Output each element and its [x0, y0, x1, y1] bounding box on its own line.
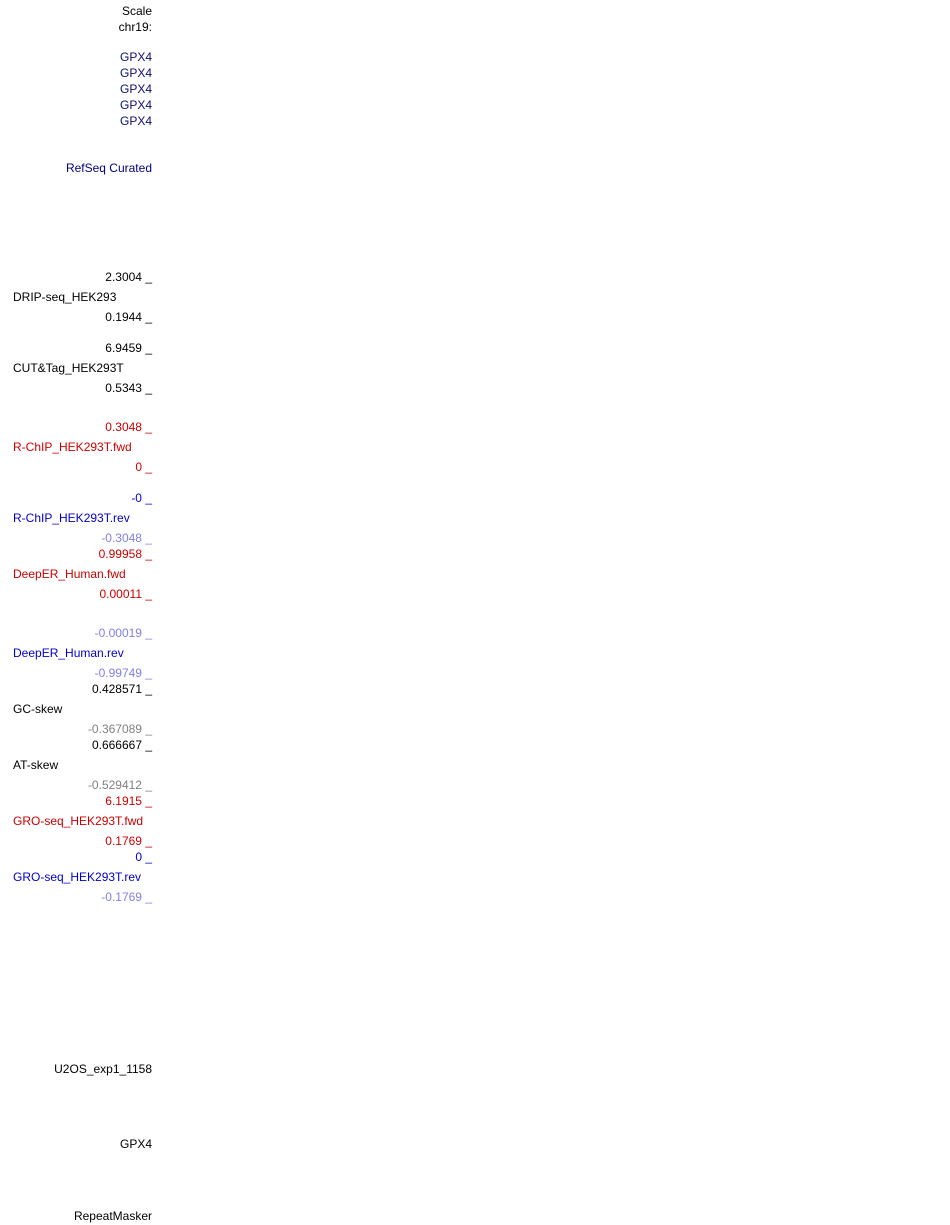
chromosome-label: chr19: — [118, 20, 152, 34]
rchip-rev-track-label[interactable]: R-ChIP_HEK293T.rev — [13, 511, 130, 525]
gro-rev-track-label[interactable]: GRO-seq_HEK293T.rev — [13, 870, 142, 884]
gene-track-label[interactable]: GPX4 — [119, 1137, 152, 1151]
gro-fwd-min: 0.1769 _ — [105, 834, 152, 848]
gro-rev-max: 0 _ — [135, 850, 152, 864]
cut-tag-track-label[interactable]: CUT&Tag_HEK293T — [13, 361, 124, 375]
gro-rev-min: -0.1769 _ — [101, 890, 152, 904]
deeper-fwd-min: 0.00011 _ — [99, 587, 153, 601]
deeper-rev-min: -0.99749 _ — [94, 666, 152, 680]
gene-label[interactable]: GPX4 — [119, 114, 152, 128]
u2os-track-label[interactable]: U2OS_exp1_1158 — [54, 1062, 152, 1076]
gro-fwd-track-label[interactable]: GRO-seq_HEK293T.fwd — [13, 814, 144, 828]
drip-seq-min: 0.1944 _ — [105, 310, 152, 324]
gene-label[interactable]: GPX4 — [119, 82, 152, 96]
cut-tag-min: 0.5343 _ — [105, 381, 152, 395]
gro-fwd-max: 6.1915 _ — [105, 794, 152, 808]
refseq-track-label[interactable]: RefSeq Curated — [65, 161, 152, 175]
rchip-rev-min: -0.3048 _ — [101, 531, 152, 545]
gene-label[interactable]: GPX4 — [119, 50, 152, 64]
repeatmasker-track-label[interactable]: RepeatMasker — [73, 1209, 152, 1223]
rchip-fwd-max: 0.3048 _ — [105, 420, 152, 434]
drip-seq-track-label[interactable]: DRIP-seq_HEK293 — [13, 290, 117, 304]
deeper-rev-max: -0.00019 _ — [94, 626, 152, 640]
scale-label: Scale — [121, 4, 152, 18]
gc-skew-track-label[interactable]: GC-skew — [13, 702, 63, 716]
at-skew-max: 0.666667 _ — [91, 738, 152, 752]
rchip-rev-max: -0 _ — [131, 491, 152, 505]
rchip-fwd-min: 0 _ — [135, 460, 152, 474]
at-skew-min: -0.529412 _ — [87, 778, 152, 792]
drip-seq-max: 2.3004 _ — [105, 270, 152, 284]
at-skew-track-label[interactable]: AT-skew — [13, 758, 59, 772]
gc-skew-max: 0.428571 _ — [91, 682, 152, 696]
deeper-fwd-track-label[interactable]: DeepER_Human.fwd — [13, 567, 126, 581]
gene-label[interactable]: GPX4 — [119, 66, 152, 80]
deeper-fwd-max: 0.99958 _ — [98, 547, 152, 561]
gc-skew-min: -0.367089 _ — [87, 722, 152, 736]
deeper-rev-track-label[interactable]: DeepER_Human.rev — [13, 646, 124, 660]
cut-tag-max: 6.9459 _ — [105, 341, 152, 355]
gene-label[interactable]: GPX4 — [119, 98, 152, 112]
rchip-fwd-track-label[interactable]: R-ChIP_HEK293T.fwd — [13, 440, 132, 454]
